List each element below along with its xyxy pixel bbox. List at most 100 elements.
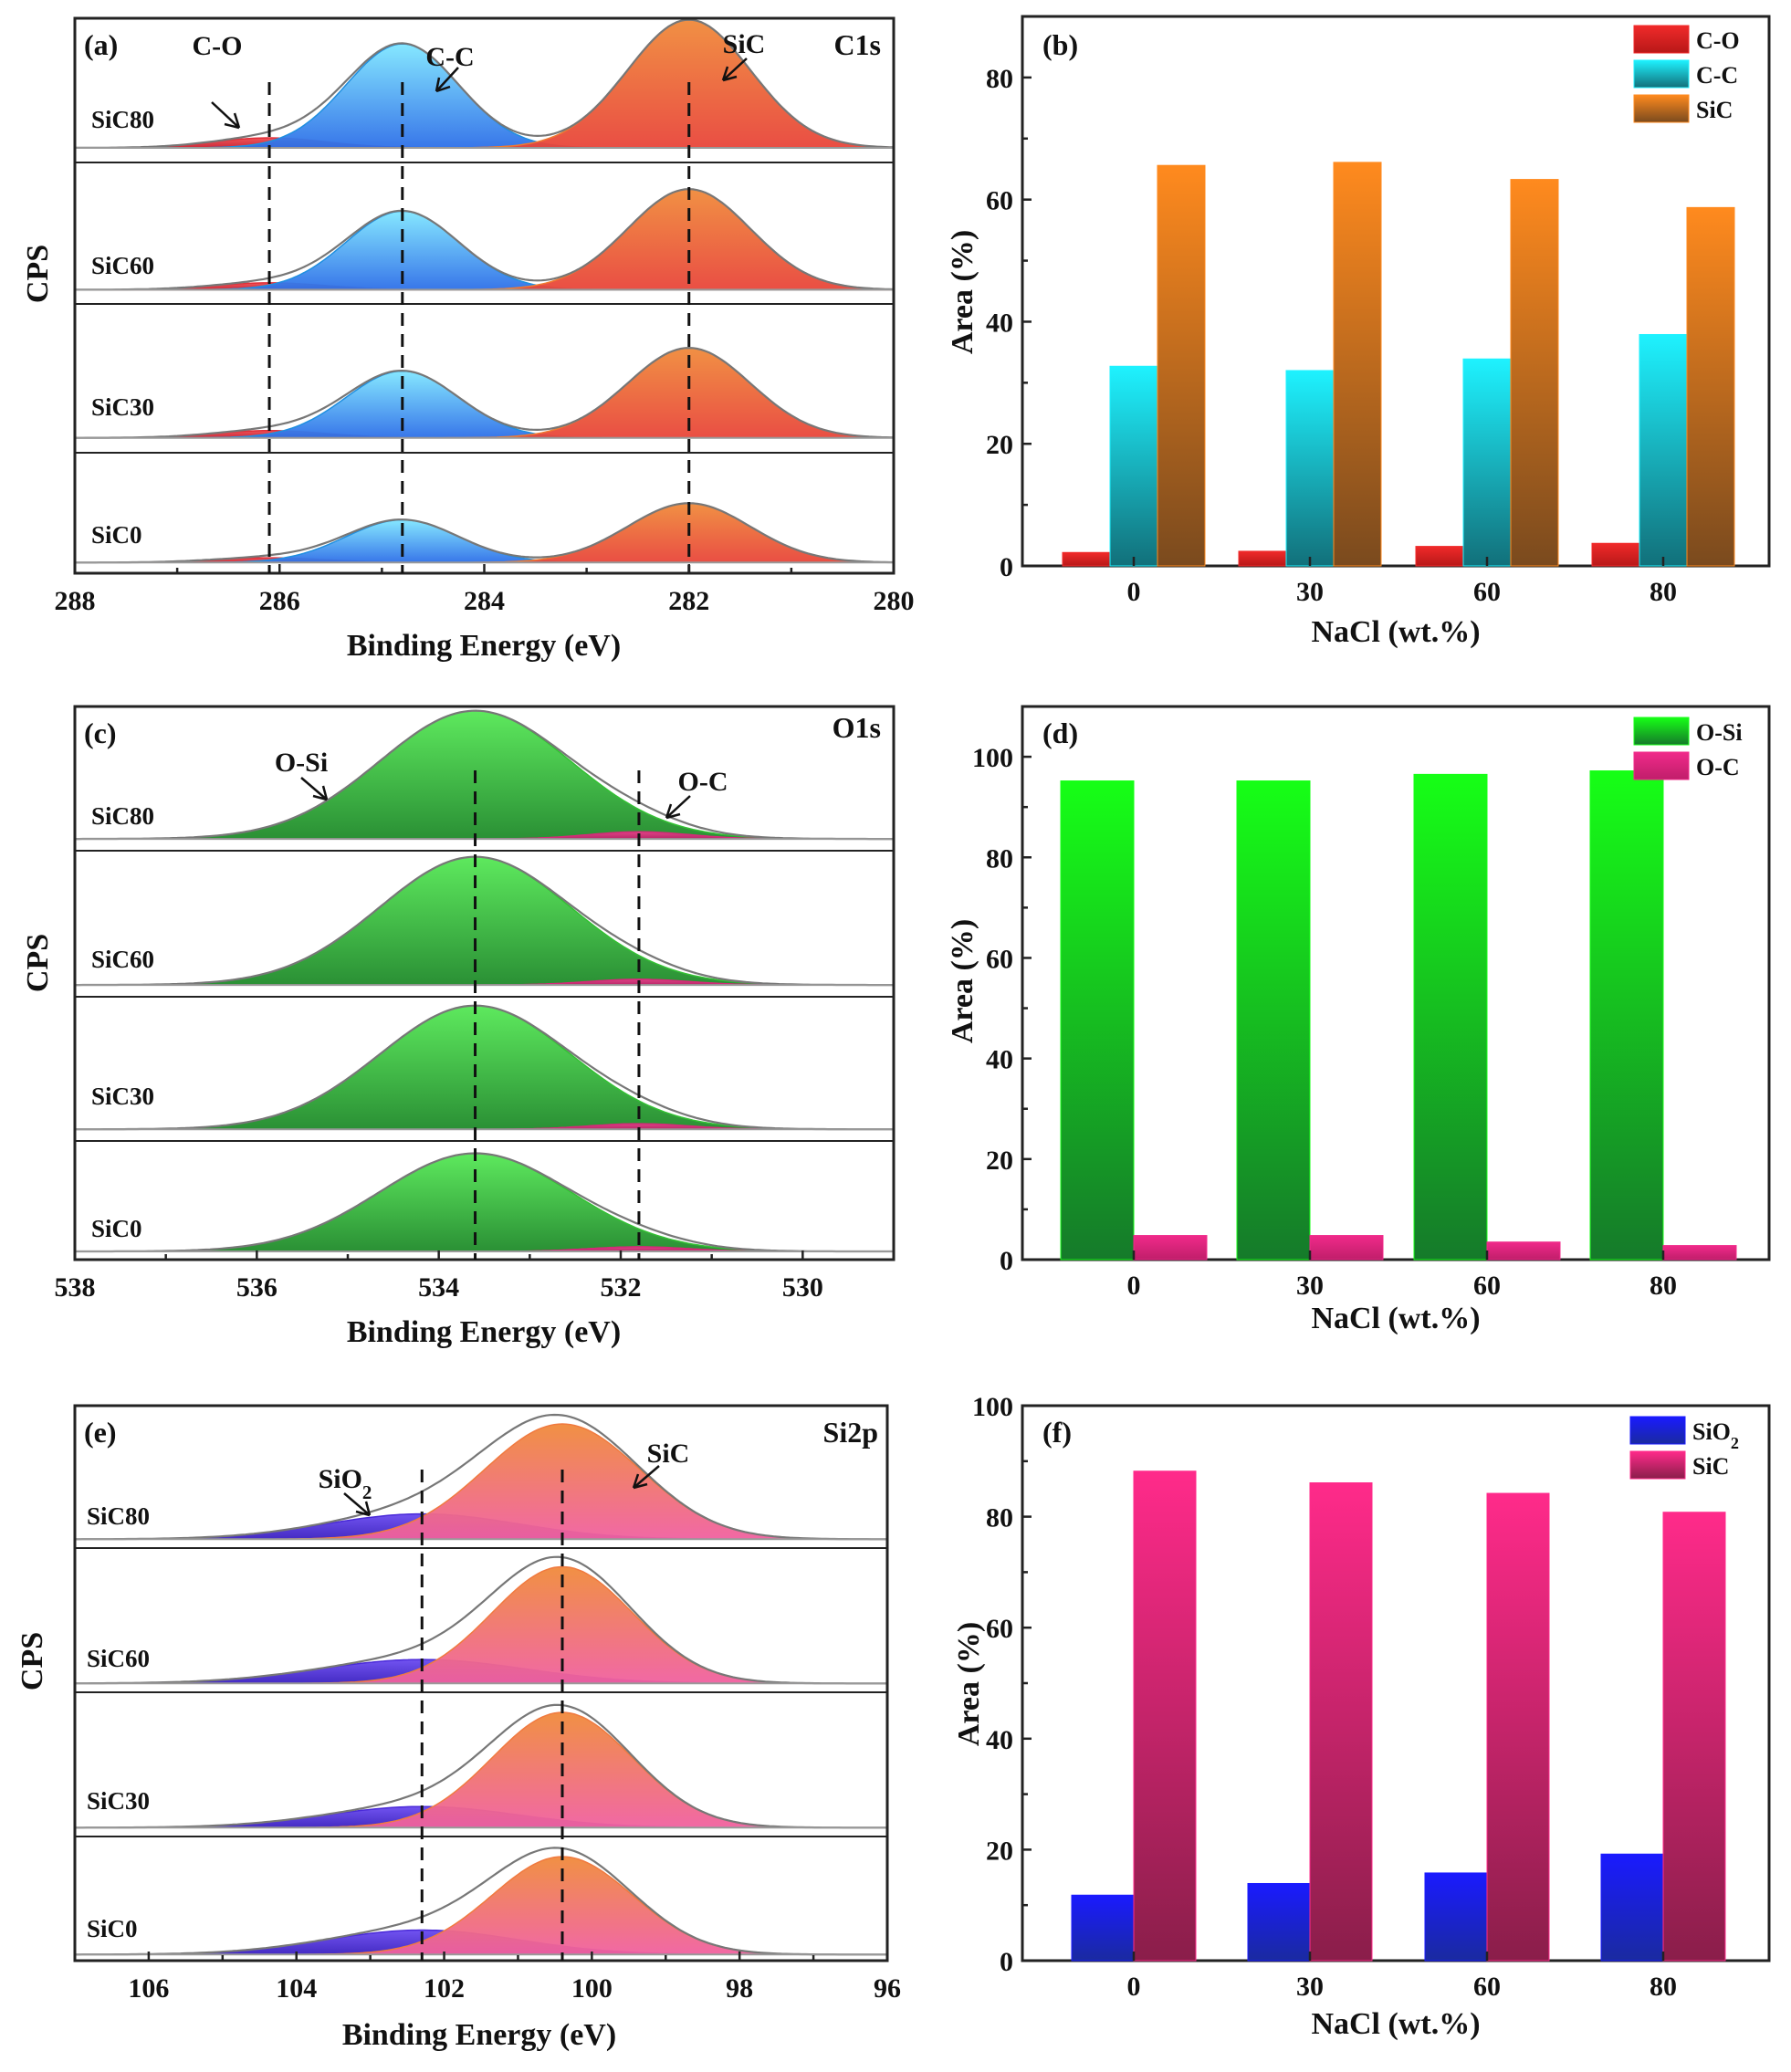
x-tick-label: 30 bbox=[1296, 1271, 1324, 1301]
bar-sic-60 bbox=[1486, 1492, 1550, 1962]
x-tick-label: 100 bbox=[571, 1973, 613, 2004]
annotation-arrow bbox=[665, 795, 691, 820]
bar-o-si-80 bbox=[1589, 770, 1664, 1261]
legend-swatch-c-o bbox=[1633, 25, 1690, 54]
annotation-c-o: C-O bbox=[193, 31, 243, 61]
text-subscript: 2 bbox=[362, 1481, 372, 1503]
x-tick-label: 536 bbox=[236, 1272, 278, 1303]
panel-label: (a) bbox=[84, 28, 118, 61]
legend-label: C-O bbox=[1696, 27, 1740, 54]
sample-label: SiC30 bbox=[91, 1083, 154, 1110]
x-axis-title: NaCl (wt.%) bbox=[1311, 615, 1480, 649]
legend-label: SiO2 bbox=[1692, 1418, 1739, 1452]
y-axis-title: Area (%) bbox=[946, 919, 979, 1043]
x-tick-label: 532 bbox=[601, 1272, 642, 1303]
panel-label: (c) bbox=[84, 717, 117, 749]
bar-o-si-30 bbox=[1236, 780, 1311, 1261]
bar-o-c-80 bbox=[1662, 1245, 1737, 1261]
x-tick-label: 280 bbox=[874, 586, 915, 616]
x-tick-label: 534 bbox=[418, 1272, 459, 1303]
y-tick-label: 20 bbox=[986, 1836, 1013, 1866]
y-tick-label: 60 bbox=[986, 944, 1013, 974]
bar-c-c-60 bbox=[1462, 358, 1512, 567]
bar-sio2-60 bbox=[1424, 1872, 1488, 1962]
x-tick-label: 60 bbox=[1473, 577, 1501, 607]
sample-label: SiC60 bbox=[91, 946, 154, 973]
bar-c-c-0 bbox=[1109, 365, 1158, 567]
envelope-curve bbox=[75, 709, 894, 841]
x-axis-title: Binding Energy (eV) bbox=[342, 2018, 616, 2052]
bar-chart-d: (d) NaCl (wt.%) Area (%) 0 30 60 80 0 20 40 60 8… bbox=[946, 705, 1771, 1335]
legend-swatch-sio2 bbox=[1629, 1416, 1686, 1445]
y-tick-label: 0 bbox=[1000, 1947, 1013, 1977]
legend-label: SiC bbox=[1696, 97, 1733, 123]
sample-label: SiC80 bbox=[87, 1502, 150, 1530]
legend-swatch-sic bbox=[1633, 94, 1690, 123]
bar-o-c-60 bbox=[1486, 1241, 1561, 1261]
region-label: O1s bbox=[833, 711, 881, 744]
component-peak-sic bbox=[75, 1856, 887, 1956]
x-tick-label: 0 bbox=[1127, 1271, 1141, 1301]
envelope-curve bbox=[75, 346, 894, 439]
sample-label: SiC0 bbox=[91, 521, 142, 549]
x-tick-label: 80 bbox=[1650, 1271, 1677, 1301]
x-axis-title: NaCl (wt.%) bbox=[1311, 2007, 1480, 2041]
bar-chart-b: (b) NaCl (wt.%) Area (%) 0 30 60 80 0 20 40 60 8… bbox=[946, 15, 1771, 649]
y-axis-title: CPS bbox=[21, 934, 55, 992]
sample-label: SiC80 bbox=[91, 106, 154, 133]
xps-panel-o1s: (c) O1s Binding Energy (eV) CPS O-Si O-C… bbox=[21, 705, 896, 1349]
legend-label: C-C bbox=[1696, 62, 1738, 89]
bar-sic-0 bbox=[1133, 1470, 1197, 1962]
envelope-curve bbox=[75, 1555, 887, 1685]
bar-c-c-30 bbox=[1285, 370, 1335, 567]
x-tick-label: 284 bbox=[464, 586, 505, 616]
region-label: Si2p bbox=[823, 1416, 878, 1449]
x-tick-label: 30 bbox=[1296, 1972, 1324, 2002]
x-axis-title: Binding Energy (eV) bbox=[347, 1315, 621, 1349]
annotation-arrow bbox=[300, 777, 329, 801]
x-tick-label: 530 bbox=[782, 1272, 823, 1303]
bar-sic-30 bbox=[1309, 1482, 1373, 1962]
bar-o-si-0 bbox=[1060, 780, 1135, 1261]
annotation-arrow bbox=[343, 1492, 372, 1517]
y-tick-label: 80 bbox=[986, 843, 1013, 874]
envelope-curve bbox=[75, 188, 894, 291]
bar-sic-60 bbox=[1510, 179, 1559, 567]
x-tick-label: 96 bbox=[874, 1973, 901, 2004]
spectra-body bbox=[75, 18, 894, 564]
bar-sio2-0 bbox=[1071, 1894, 1135, 1962]
x-tick-label: 30 bbox=[1296, 577, 1324, 607]
region-label: C1s bbox=[833, 28, 881, 61]
x-tick-label: 106 bbox=[128, 1973, 169, 2004]
component-peak-sic bbox=[75, 1565, 887, 1685]
bar-c-c-80 bbox=[1639, 333, 1688, 567]
plot-frame bbox=[73, 1404, 889, 1962]
y-axis-title: CPS bbox=[21, 245, 55, 303]
component-peak-o-si bbox=[75, 709, 894, 840]
envelope-curve bbox=[75, 1703, 887, 1829]
plot-frame bbox=[1021, 705, 1771, 1261]
y-axis-title: Area (%) bbox=[946, 230, 979, 354]
sample-label: SiC30 bbox=[87, 1787, 150, 1815]
x-tick-label: 288 bbox=[55, 586, 96, 616]
component-peak-o-si bbox=[75, 1152, 894, 1252]
component-peak-o-si bbox=[75, 1004, 894, 1130]
x-tick-label: 538 bbox=[55, 1272, 96, 1303]
spectra-body bbox=[75, 709, 894, 1253]
x-tick-label: 0 bbox=[1127, 577, 1141, 607]
bar-c-o-80 bbox=[1591, 542, 1640, 567]
panel-label: (e) bbox=[84, 1416, 117, 1449]
component-peak-sic bbox=[75, 1711, 887, 1829]
sample-label: SiC80 bbox=[91, 802, 154, 830]
y-tick-label: 100 bbox=[972, 1392, 1013, 1422]
text-subscript: 2 bbox=[1731, 1434, 1739, 1452]
y-tick-label: 80 bbox=[986, 1503, 1013, 1533]
envelope-curve bbox=[75, 1847, 887, 1956]
x-tick-label: 60 bbox=[1473, 1972, 1501, 2002]
legend-label: SiC bbox=[1692, 1453, 1729, 1480]
y-tick-label: 100 bbox=[972, 743, 1013, 773]
panel-label: (f) bbox=[1042, 1416, 1072, 1449]
bar-sio2-30 bbox=[1247, 1882, 1311, 1962]
plot-frame bbox=[1021, 15, 1771, 568]
